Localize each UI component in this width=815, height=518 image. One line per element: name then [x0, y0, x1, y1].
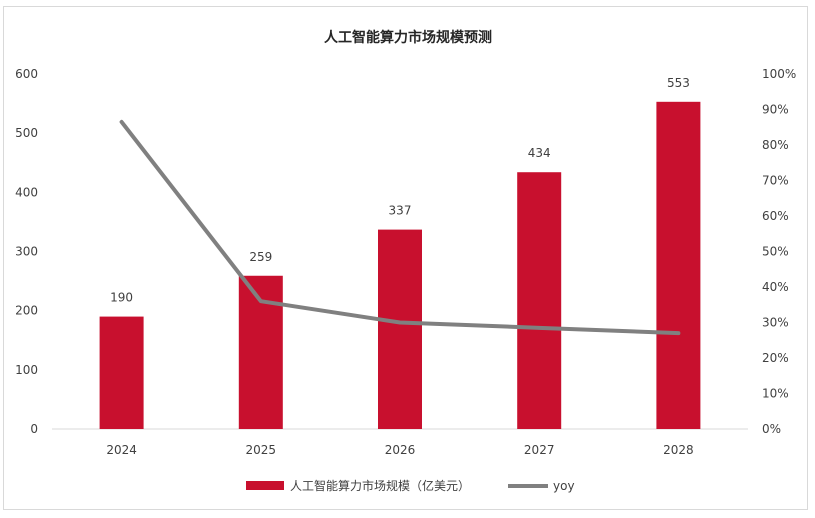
y-right-tick-label: 70%	[762, 174, 789, 188]
y-left-tick-label: 200	[15, 304, 38, 318]
bar-data-label: 259	[249, 250, 272, 264]
plot-area: 0 100 200 300 400 500 600 0% 10% 20% 30% 40% 50% 60% 7…	[15, 67, 796, 457]
y-right-tick-label: 100%	[762, 67, 796, 81]
y-left-tick-label: 100	[15, 363, 38, 377]
y-right-tick-label: 60%	[762, 209, 789, 223]
y-right-tick-label: 10%	[762, 387, 789, 401]
bar-data-label: 553	[667, 76, 690, 90]
yoy-point	[121, 121, 123, 123]
y-left-tick-label: 500	[15, 126, 38, 140]
bar-data-label: 337	[389, 204, 412, 218]
y-right-tick-label: 20%	[762, 351, 789, 365]
y-right-tick-label: 90%	[762, 103, 789, 117]
yoy-point	[399, 322, 401, 323]
x-tick-label: 2027	[524, 443, 555, 457]
legend-bar-swatch	[246, 481, 284, 490]
y-left-tick-label: 0	[30, 422, 38, 436]
y-left-tick-label: 600	[15, 67, 38, 81]
yoy-point	[677, 332, 679, 334]
legend-bar-label: 人工智能算力市场规模（亿美元）	[290, 478, 470, 493]
yoy-point	[538, 327, 540, 329]
legend-line-label: yoy	[553, 479, 575, 493]
yoy-point	[260, 300, 262, 302]
x-tick-label: 2024	[106, 443, 137, 457]
x-tick-label: 2028	[663, 443, 694, 457]
x-tick-label: 2026	[385, 443, 416, 457]
bar	[378, 229, 422, 429]
bar	[656, 101, 701, 429]
x-tick-label: 2025	[246, 443, 277, 457]
y-right-tick-label: 80%	[762, 138, 789, 152]
bar-data-label: 190	[110, 291, 133, 305]
bar	[99, 316, 144, 429]
bar	[517, 172, 562, 429]
chart-title: 人工智能算力市场规模预测	[324, 29, 492, 46]
y-left-tick-label: 300	[15, 245, 38, 259]
y-right-tick-label: 50%	[762, 245, 789, 259]
y-right-tick-label: 0%	[762, 422, 781, 436]
y-right-tick-label: 30%	[762, 316, 789, 330]
legend: 人工智能算力市场规模（亿美元） yoy	[246, 478, 575, 493]
bar-data-label: 434	[528, 146, 551, 160]
y-left-tick-label: 400	[15, 185, 38, 199]
y-right-tick-label: 40%	[762, 280, 789, 294]
